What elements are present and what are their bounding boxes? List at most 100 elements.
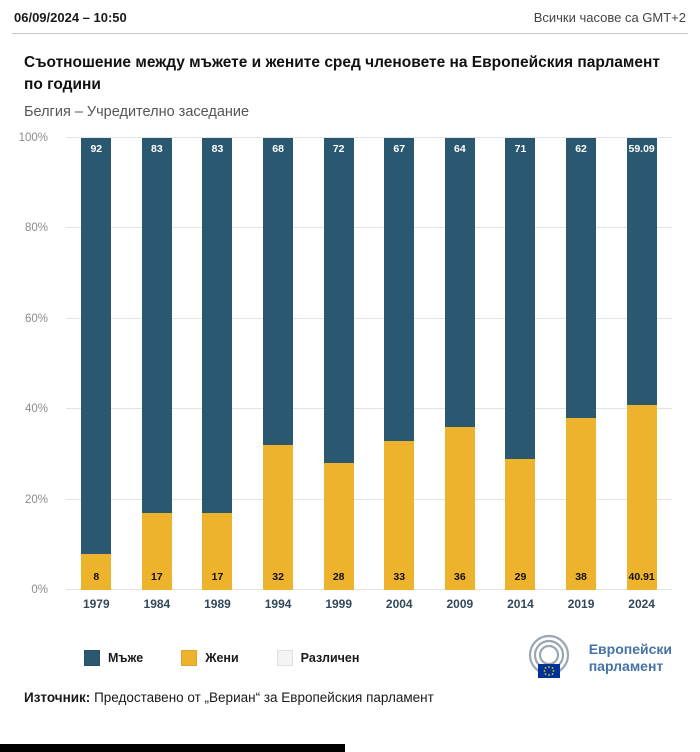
bars: 92 8 83 17 83 17 68 32 72 28 67 33 64 36 71 29 62 38 59.09… [66, 138, 672, 590]
eu-flag-icon [537, 664, 560, 678]
bottom-bar [0, 744, 345, 752]
chart-title: Съотношение между мъжете и жените сред ч… [24, 54, 660, 93]
bar-1994[interactable]: 68 32 [263, 138, 294, 590]
legend-swatch [276, 650, 293, 666]
stacked-bar-chart: 0% 20% 40% 60% 80% 100% 92 8 83 17 83 17 68 32 72 28 67… [0, 132, 676, 618]
legend-item-Жени[interactable]: Жени [181, 650, 239, 666]
bar-segment-men-1994[interactable]: 68 [263, 138, 294, 446]
bar-segment-women-2019[interactable] [566, 418, 597, 590]
header-divider [12, 33, 688, 34]
bar-segment-women-1999[interactable] [323, 463, 354, 590]
bar-segment-women-2024[interactable] [626, 405, 657, 590]
women-value-label: 38 [575, 571, 587, 583]
source-text: Предоставено от „Вериан“ за Европейския … [90, 690, 434, 705]
bar-slot-2024: 59.09 40.91 [611, 138, 672, 590]
page-header: 06/09/2024 – 10:50 Всички часове са GMT+… [0, 0, 700, 33]
men-value-label: 71 [514, 143, 527, 155]
women-value-label: 8 [93, 571, 100, 583]
european-parliament-logo: Европейски парламент [518, 634, 672, 682]
bar-2014[interactable]: 71 29 [505, 138, 536, 590]
legend-item-Мъже[interactable]: Мъже [84, 650, 143, 666]
bar-slot-1989: 83 17 [187, 138, 248, 590]
men-value-label: 62 [575, 143, 587, 155]
men-value-label: 59.09 [628, 143, 655, 155]
bar-1979[interactable]: 92 8 [81, 138, 112, 590]
bar-2004[interactable]: 67 33 [384, 138, 415, 590]
bar-segment-men-1989[interactable]: 83 [202, 138, 233, 514]
women-value-label: 33 [393, 571, 406, 583]
men-value-label: 68 [272, 143, 284, 155]
ep-logo-line1: Европейски [588, 641, 672, 658]
x-tick-label-2014: 2014 [507, 597, 534, 611]
bar-segment-women-2014[interactable] [505, 458, 536, 590]
x-tick-label-1989: 1989 [204, 597, 231, 611]
bar-segment-women-2004[interactable] [384, 440, 415, 590]
bar-slot-1984: 83 17 [127, 138, 188, 590]
y-tick-label: 100% [18, 132, 48, 144]
gridline [66, 137, 672, 138]
gridline [66, 227, 672, 229]
bar-1989[interactable]: 83 17 [202, 138, 233, 590]
ep-logo-line2: парламент [588, 658, 664, 674]
plot-area: 0% 20% 40% 60% 80% 100% 92 8 83 17 83 17 68 32 72 28 67… [19, 132, 672, 596]
bar-segment-men-2019[interactable]: 62 [566, 138, 597, 419]
y-tick-label: 80% [24, 222, 48, 235]
bar-segment-women-1979[interactable] [81, 553, 112, 590]
bar-1984[interactable]: 83 17 [141, 138, 172, 590]
bar-segment-women-2009[interactable] [444, 427, 475, 590]
gridline [66, 317, 672, 319]
men-value-label: 64 [454, 143, 466, 155]
x-axis-labels: 1979 1984 1989 1994 1999 2004 2009 2014 2019 2024 [66, 590, 672, 618]
legend-label: Различен [300, 651, 360, 665]
x-tick-label-1984: 1984 [143, 597, 171, 611]
bar-2024[interactable]: 59.09 40.91 [626, 138, 657, 590]
women-value-label: 28 [332, 571, 345, 583]
x-tick-label-2024: 2024 [628, 597, 655, 611]
bar-slot-1994: 68 32 [248, 138, 309, 590]
bar-slot-2004: 67 33 [369, 138, 430, 590]
bar-2019[interactable]: 62 38 [566, 138, 597, 590]
source-note: Източник: Предоставено от „Вериан“ за Ев… [24, 690, 676, 705]
bar-segment-men-2024[interactable]: 59.09 [626, 138, 657, 406]
women-value-label: 17 [151, 571, 163, 583]
bar-segment-men-2004[interactable]: 67 [384, 138, 415, 441]
bar-segment-women-1984[interactable] [141, 513, 172, 590]
men-value-label: 92 [90, 143, 103, 155]
men-value-label: 72 [332, 143, 345, 155]
bar-slot-2014: 71 29 [490, 138, 551, 590]
x-tick-label-2019: 2019 [567, 597, 595, 611]
x-tick-label-2009: 2009 [446, 597, 474, 611]
ep-logo-icon [528, 634, 569, 678]
bar-segment-men-1979[interactable]: 92 [81, 138, 112, 554]
legend-label: Жени [205, 651, 239, 665]
y-tick-label: 0% [31, 584, 48, 596]
men-value-label: 83 [151, 143, 163, 155]
chart-subtitle: Белгия – Учредително заседание [24, 104, 250, 120]
bar-segment-men-2009[interactable]: 64 [444, 138, 475, 428]
women-value-label: 32 [272, 571, 284, 583]
gridline [66, 408, 672, 410]
legend-row: Мъже Жени Различен [84, 634, 676, 682]
bar-2009[interactable]: 64 36 [444, 138, 475, 590]
y-tick-label: 60% [24, 312, 48, 325]
bar-segment-men-1984[interactable]: 83 [141, 138, 172, 514]
bar-slot-2019: 62 38 [551, 138, 612, 590]
women-value-label: 17 [211, 571, 224, 583]
legend-item-Различен[interactable]: Различен [276, 650, 360, 666]
bar-1999[interactable]: 72 28 [323, 138, 354, 590]
y-tick-label: 40% [24, 403, 48, 416]
x-tick-label-1979: 1979 [82, 597, 110, 611]
y-tick-label: 20% [24, 493, 48, 506]
men-value-label: 67 [393, 143, 406, 155]
legend-label: Мъже [108, 651, 144, 665]
bar-segment-men-1999[interactable]: 72 [323, 138, 354, 464]
bar-segment-women-1994[interactable] [263, 445, 294, 590]
bar-segment-men-2014[interactable]: 71 [505, 138, 536, 459]
bar-segment-women-1989[interactable] [202, 513, 233, 590]
legend: Мъже Жени Различен [84, 650, 359, 666]
x-tick-label-2004: 2004 [385, 597, 413, 611]
x-tick-label-1999: 1999 [325, 597, 353, 611]
legend-swatch [84, 650, 100, 666]
source-label: Източник: [24, 690, 91, 705]
